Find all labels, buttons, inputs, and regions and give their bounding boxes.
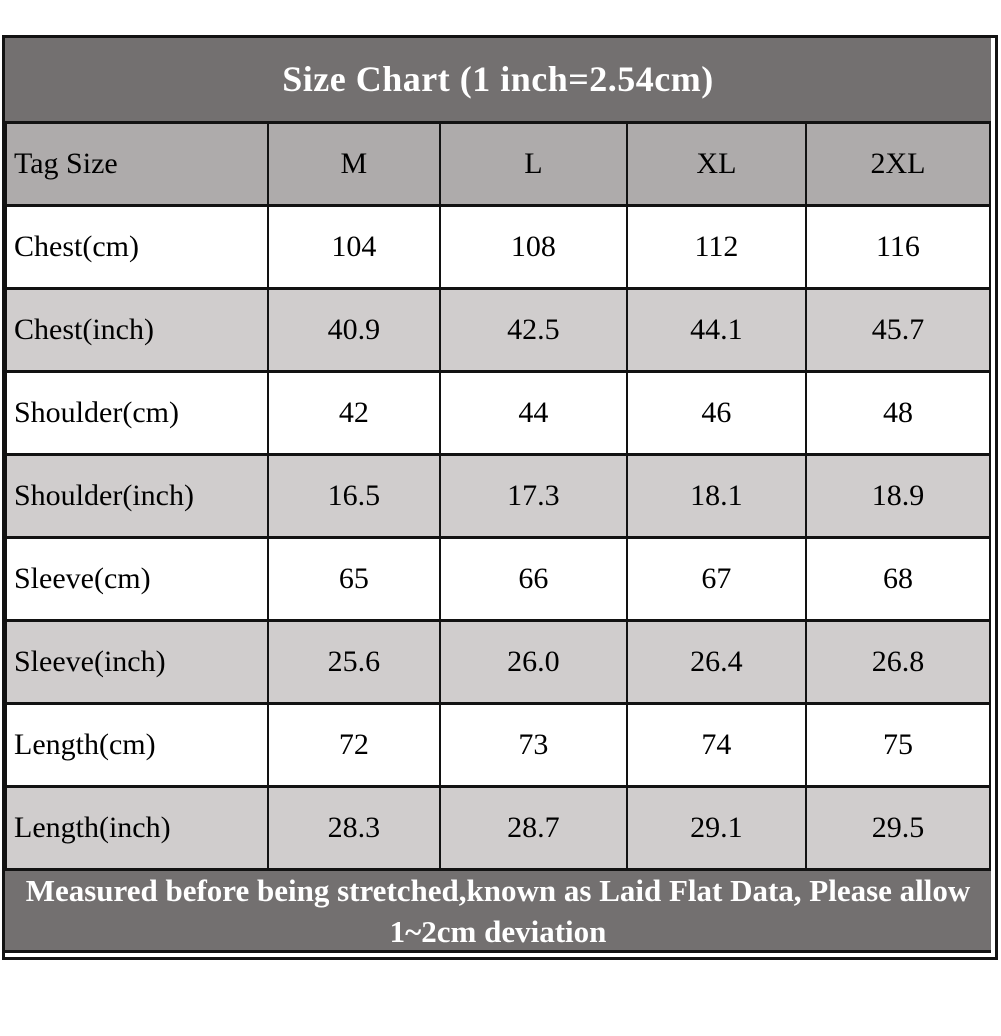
size-chart-frame: Size Chart (1 inch=2.54cm) Tag Size M L … <box>2 35 998 960</box>
size-chart-page: Size Chart (1 inch=2.54cm) Tag Size M L … <box>0 35 1001 1036</box>
table-row-sleeve-cm: Sleeve(cm) 65 66 67 68 <box>5 536 992 622</box>
cell-value: 74 <box>625 702 807 788</box>
row-label: Length(inch) <box>5 785 269 871</box>
cell-value: 42 <box>266 370 441 456</box>
cell-value: 112 <box>625 204 807 290</box>
cell-value: 28.7 <box>438 785 628 871</box>
cell-value: 68 <box>804 536 992 622</box>
col-header-l: L <box>438 121 628 207</box>
cell-value: 18.1 <box>625 453 807 539</box>
cell-value: 73 <box>438 702 628 788</box>
cell-value: 17.3 <box>438 453 628 539</box>
cell-value: 108 <box>438 204 628 290</box>
cell-value: 29.5 <box>804 785 992 871</box>
table-row-chest-cm: Chest(cm) 104 108 112 116 <box>5 204 992 290</box>
cell-value: 66 <box>438 536 628 622</box>
row-label: Sleeve(cm) <box>5 536 269 622</box>
cell-value: 75 <box>804 702 992 788</box>
table-row-shoulder-inch: Shoulder(inch) 16.5 17.3 18.1 18.9 <box>5 453 992 539</box>
col-header-m: M <box>266 121 441 207</box>
cell-value: 29.1 <box>625 785 807 871</box>
cell-value: 72 <box>266 702 441 788</box>
row-label: Chest(cm) <box>5 204 269 290</box>
size-chart-table: Tag Size M L XL 2XL Chest(cm) 104 108 11… <box>5 121 992 871</box>
table-row-shoulder-cm: Shoulder(cm) 42 44 46 48 <box>5 370 992 456</box>
row-label: Shoulder(cm) <box>5 370 269 456</box>
cell-value: 40.9 <box>266 287 441 373</box>
cell-value: 116 <box>804 204 992 290</box>
cell-value: 18.9 <box>804 453 992 539</box>
table-row-sleeve-inch: Sleeve(inch) 25.6 26.0 26.4 26.8 <box>5 619 992 705</box>
size-chart-title: Size Chart (1 inch=2.54cm) <box>5 38 991 121</box>
cell-value: 25.6 <box>266 619 441 705</box>
cell-value: 16.5 <box>266 453 441 539</box>
cell-value: 48 <box>804 370 992 456</box>
col-header-tag-size: Tag Size <box>5 121 269 207</box>
cell-value: 26.4 <box>625 619 807 705</box>
cell-value: 104 <box>266 204 441 290</box>
cell-value: 42.5 <box>438 287 628 373</box>
row-label: Sleeve(inch) <box>5 619 269 705</box>
table-row-chest-inch: Chest(inch) 40.9 42.5 44.1 45.7 <box>5 287 992 373</box>
cell-value: 46 <box>625 370 807 456</box>
row-label: Length(cm) <box>5 702 269 788</box>
row-label: Chest(inch) <box>5 287 269 373</box>
size-chart-footnote: Measured before being stretched,known as… <box>5 871 991 953</box>
header-row: Tag Size M L XL 2XL <box>5 121 992 207</box>
cell-value: 65 <box>266 536 441 622</box>
table-row-length-cm: Length(cm) 72 73 74 75 <box>5 702 992 788</box>
table-row-length-inch: Length(inch) 28.3 28.7 29.1 29.5 <box>5 785 992 871</box>
cell-value: 28.3 <box>266 785 441 871</box>
cell-value: 67 <box>625 536 807 622</box>
cell-value: 44 <box>438 370 628 456</box>
cell-value: 26.0 <box>438 619 628 705</box>
col-header-2xl: 2XL <box>804 121 992 207</box>
cell-value: 26.8 <box>804 619 992 705</box>
cell-value: 45.7 <box>804 287 992 373</box>
footnote-text: Measured before being stretched,known as… <box>25 872 971 949</box>
col-header-xl: XL <box>625 121 807 207</box>
row-label: Shoulder(inch) <box>5 453 269 539</box>
cell-value: 44.1 <box>625 287 807 373</box>
